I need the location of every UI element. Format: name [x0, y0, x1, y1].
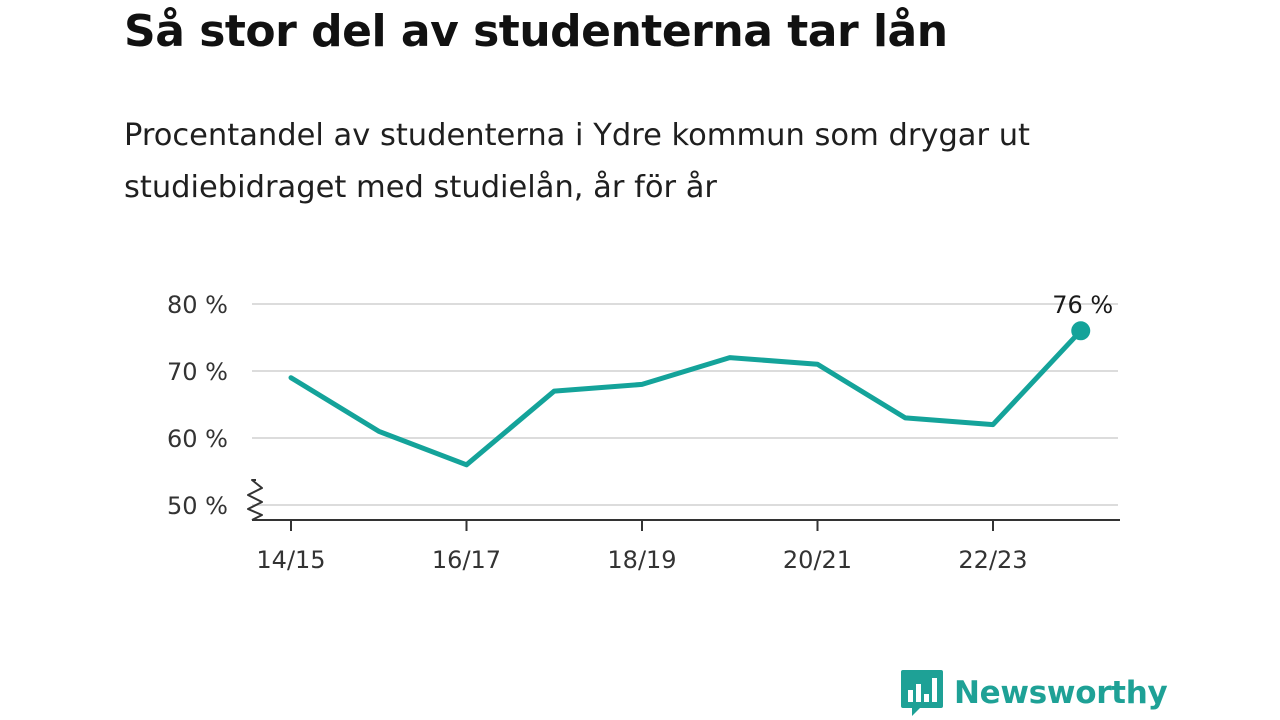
chart-subtitle: Procentandel av studenterna i Ydre kommu… [124, 118, 1031, 205]
bar-chart-speech-bubble-icon [901, 670, 943, 716]
y-tick-label: 70 % [167, 358, 228, 386]
x-tick-label: 14/15 [256, 546, 325, 574]
series-line [288, 328, 1084, 468]
y-tick-label: 60 % [167, 425, 228, 453]
chart-title: Så stor del av studenterna tar lån [124, 6, 948, 57]
last-point-label: 76 % [1052, 291, 1113, 319]
y-axis-tick-labels: 50 % 60 % 70 % 80 % [167, 291, 228, 520]
brand-logo: Newsworthy [900, 668, 1168, 718]
y-tick-label: 80 % [167, 291, 228, 319]
y-tick-label: 50 % [167, 492, 228, 520]
last-point-marker [1071, 321, 1091, 341]
axis-break-mark [247, 479, 263, 521]
brand-name: Newsworthy [954, 675, 1168, 711]
x-axis: 14/15 16/17 18/19 20/21 22/23 [247, 479, 1120, 574]
x-tick-label: 18/19 [607, 546, 676, 574]
series-layer: 76 % [288, 291, 1113, 468]
x-tick-label: 16/17 [432, 546, 501, 574]
grid-lines [252, 303, 1118, 506]
x-tick-label: 20/21 [783, 546, 852, 574]
x-tick-label: 22/23 [958, 546, 1027, 574]
